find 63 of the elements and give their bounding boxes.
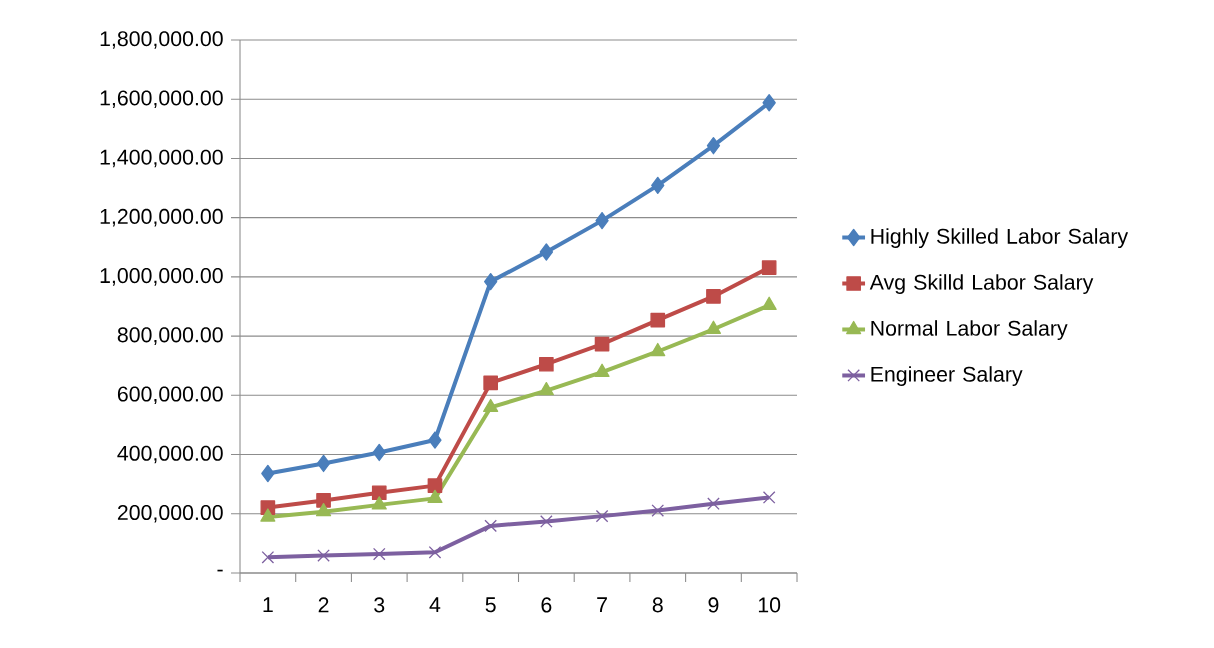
y-tick-label: 1,800,000.00 (100, 31, 223, 49)
x-tick-label: 2 (318, 597, 329, 613)
y-tick-label: 1,400,000.00 (100, 149, 223, 168)
point (483, 375, 498, 391)
point (706, 137, 721, 155)
point (540, 515, 553, 528)
point (706, 289, 721, 304)
x-tick-label: 7 (597, 597, 607, 613)
x-tick-label: 6 (541, 597, 552, 613)
point (483, 398, 499, 413)
x-tick-label: 9 (708, 597, 719, 613)
x-tick-label: 5 (485, 597, 496, 613)
point (316, 493, 331, 508)
legend-label: Normal Labor Salary (871, 320, 1068, 341)
y-tick-label: 800,000.00 (117, 327, 223, 345)
point (651, 176, 665, 195)
point (427, 478, 443, 493)
point (761, 260, 777, 276)
point (261, 550, 275, 564)
point (315, 503, 332, 517)
point (428, 431, 442, 449)
point (484, 519, 497, 533)
point (371, 485, 387, 501)
y-tick-label: 200,000.00 (117, 504, 223, 523)
legend-label: Highly Skilled Labor Salary (871, 228, 1129, 249)
point (371, 496, 387, 510)
point (595, 509, 609, 523)
point (707, 497, 720, 511)
legend-label: Avg Skilld Labor Salary (869, 274, 1094, 295)
point (539, 243, 554, 261)
point (594, 363, 610, 377)
y-tick-label: 1,000,000.00 (100, 268, 223, 286)
point (317, 549, 330, 562)
x-tick-label: 4 (429, 597, 441, 613)
point (372, 443, 386, 462)
point (762, 491, 776, 504)
x-tick-label: 1 (263, 597, 273, 613)
point (260, 508, 276, 522)
point (538, 381, 554, 396)
point (427, 489, 443, 504)
point (372, 547, 386, 561)
point (539, 356, 554, 372)
point (705, 320, 722, 334)
point (316, 454, 331, 473)
y-tick-label: 1,200,000.00 (100, 208, 223, 227)
point (483, 272, 498, 291)
x-tick-label: 10 (758, 597, 781, 613)
legend-label: Engineer Salary (871, 366, 1023, 387)
point (650, 342, 666, 357)
point (428, 545, 442, 559)
x-tick-label: 3 (374, 597, 385, 613)
point (650, 312, 666, 328)
point (261, 464, 275, 483)
y-tick-label: 400,000.00 (117, 445, 223, 464)
point (651, 504, 665, 517)
point (595, 211, 609, 230)
point (761, 296, 777, 310)
y-tick-label: 600,000.00 (117, 386, 223, 405)
y-tick-label: 1,600,000.00 (100, 90, 223, 109)
point (594, 336, 610, 352)
y-tick-label: - (217, 569, 223, 572)
point (762, 94, 776, 112)
x-tick-label: 8 (652, 597, 663, 613)
